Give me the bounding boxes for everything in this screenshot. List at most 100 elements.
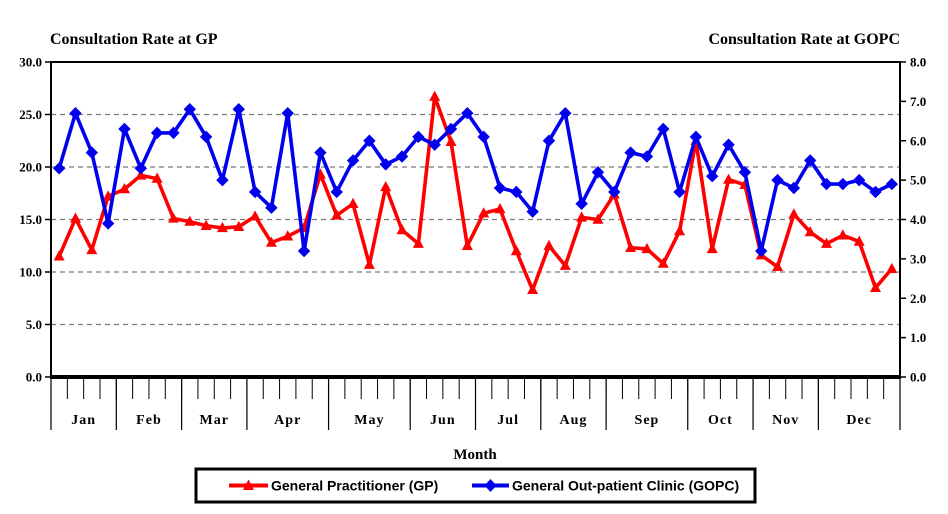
gopc-marker-diamond-icon: [69, 106, 82, 120]
gp-marker-triangle-icon: [200, 219, 212, 230]
gopc-marker-diamond-icon: [216, 173, 229, 187]
gopc-diamond-marker-icon: [484, 479, 497, 492]
gopc-marker-diamond-icon: [314, 146, 327, 159]
gp-marker-triangle-icon: [233, 220, 245, 232]
right-axis-tick-label: 6.0: [910, 133, 926, 148]
gp-marker-triangle-icon: [363, 258, 375, 269]
gopc-marker-diamond-icon: [428, 138, 441, 151]
gp-marker-triangle-icon: [445, 135, 457, 146]
gp-marker-triangle-icon: [151, 172, 163, 183]
legend-entry-gp: General Practitioner (GP): [229, 478, 438, 494]
month-label: Jan: [71, 413, 96, 428]
legend-entry-gopc: General Out-patient Clinic (GOPC): [472, 478, 739, 494]
right-axis-tick-label: 3.0: [910, 251, 926, 266]
gopc-marker-diamond-icon: [640, 150, 654, 163]
x-axis-title: Month: [453, 447, 497, 463]
gopc-marker-diamond-icon: [363, 134, 376, 147]
gp-marker-triangle-icon: [494, 203, 506, 214]
gp-marker-triangle-icon: [184, 215, 196, 226]
left-axis-tick-label: 5.0: [26, 317, 42, 332]
month-label: Jun: [430, 413, 456, 428]
gp-marker-triangle-icon: [265, 236, 277, 247]
gp-marker-triangle-icon: [167, 212, 179, 223]
gp-marker-triangle-icon: [249, 210, 261, 221]
gopc-marker-diamond-icon: [281, 106, 294, 120]
gopc-marker-diamond-icon: [232, 103, 245, 116]
gp-marker-triangle-icon: [53, 250, 65, 261]
gopc-marker-diamond-icon: [738, 166, 752, 179]
right-axis-tick-label: 7.0: [910, 94, 926, 109]
gp-marker-triangle-icon: [478, 207, 490, 218]
gopc-marker-diamond-icon: [150, 126, 164, 140]
gopc-marker-diamond-icon: [493, 181, 507, 195]
gp-marker-triangle-icon: [821, 237, 833, 248]
gopc-series-line: [57, 107, 893, 253]
gp-marker-triangle-icon: [412, 237, 424, 248]
month-label: Mar: [200, 413, 229, 428]
gopc-marker-diamond-icon: [885, 177, 899, 191]
gopc-marker-diamond-icon: [183, 103, 196, 116]
gopc-marker-diamond-icon: [836, 177, 850, 191]
gopc-marker-diamond-icon: [134, 162, 147, 175]
gp-marker-triangle-icon: [429, 90, 441, 101]
gopc-marker-diamond-icon: [608, 185, 621, 199]
gopc-marker-diamond-icon: [559, 106, 572, 120]
gp-marker-triangle-icon: [788, 208, 800, 219]
gopc-marker-diamond-icon: [755, 244, 768, 258]
gp-marker-triangle-icon: [380, 180, 392, 192]
gopc-marker-diamond-icon: [444, 122, 458, 136]
gopc-marker-diamond-icon: [477, 130, 490, 144]
gp-marker-triangle-icon: [723, 173, 735, 184]
gp-marker-triangle-icon: [853, 235, 865, 246]
gp-marker-triangle-icon: [216, 221, 228, 233]
gp-marker-triangle-icon: [886, 262, 898, 274]
left-axis-chart-title: Consultation Rate at GP: [50, 31, 218, 48]
month-label: May: [354, 413, 384, 428]
gp-marker-triangle-icon: [396, 224, 408, 235]
month-label: Dec: [846, 413, 872, 428]
gopc-marker-diamond-icon: [706, 169, 719, 183]
left-axis-tick-label: 20.0: [19, 160, 42, 175]
legend: General Practitioner (GP) General Out-pa…: [194, 467, 757, 504]
gp-marker-triangle-icon: [510, 245, 522, 256]
month-label: Apr: [274, 413, 301, 428]
gp-marker-triangle-icon: [559, 259, 571, 270]
gopc-marker-diamond-icon: [167, 126, 180, 140]
gopc-marker-diamond-icon: [461, 106, 474, 120]
gp-marker-triangle-icon: [118, 183, 130, 194]
gp-marker-triangle-icon: [870, 281, 882, 292]
gopc-marker-diamond-icon: [379, 158, 392, 171]
gp-marker-triangle-icon: [641, 242, 653, 254]
gopc-marker-diamond-icon: [820, 177, 833, 191]
right-axis-chart-title: Consultation Rate at GOPC: [708, 31, 900, 48]
plot-area: Jan Feb Mar Apr May Jun Jul Aug Sep Oct Nov Dec 0.0 5…: [19, 55, 926, 430]
left-axis-tick-label: 15.0: [19, 212, 42, 227]
gopc-marker-diamond-icon: [575, 197, 588, 210]
gopc-marker-diamond-icon: [510, 185, 523, 199]
gp-marker-triangle-icon: [461, 239, 473, 250]
gp-marker-triangle-icon: [625, 241, 637, 253]
gp-marker-triangle-icon: [86, 243, 98, 255]
gopc-legend-label: General Out-patient Clinic (GOPC): [512, 478, 739, 494]
left-axis-tick-label: 25.0: [19, 107, 42, 122]
gopc-marker-diamond-icon: [101, 217, 115, 230]
right-axis-tick-label: 5.0: [910, 173, 926, 188]
gopc-marker-diamond-icon: [395, 150, 409, 163]
gopc-marker-diamond-icon: [673, 185, 686, 199]
gopc-marker-diamond-icon: [526, 205, 539, 218]
gp-marker-triangle-icon: [347, 197, 359, 208]
month-label: Oct: [708, 413, 733, 428]
gopc-marker-diamond-icon: [297, 244, 311, 258]
gopc-marker-diamond-icon: [787, 181, 801, 195]
month-label: Nov: [772, 413, 799, 428]
left-axis-tick-label: 0.0: [26, 370, 42, 385]
gopc-marker-diamond-icon: [689, 130, 703, 144]
gopc-marker-diamond-icon: [85, 146, 99, 159]
gp-marker-triangle-icon: [706, 242, 718, 254]
right-axis-tick-label: 0.0: [910, 370, 926, 385]
gopc-marker-diamond-icon: [771, 173, 784, 187]
gp-legend-label: General Practitioner (GP): [271, 478, 438, 494]
gp-marker-triangle-icon: [592, 213, 604, 224]
gopc-marker-diamond-icon: [52, 162, 66, 175]
